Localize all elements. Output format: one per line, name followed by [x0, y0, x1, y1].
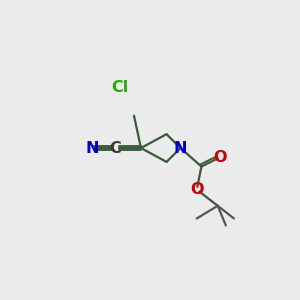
Text: Cl: Cl [111, 80, 129, 95]
Text: N: N [174, 140, 187, 155]
Text: C: C [110, 140, 121, 155]
Text: O: O [190, 182, 203, 197]
Text: O: O [213, 150, 227, 165]
Text: N: N [85, 140, 99, 155]
